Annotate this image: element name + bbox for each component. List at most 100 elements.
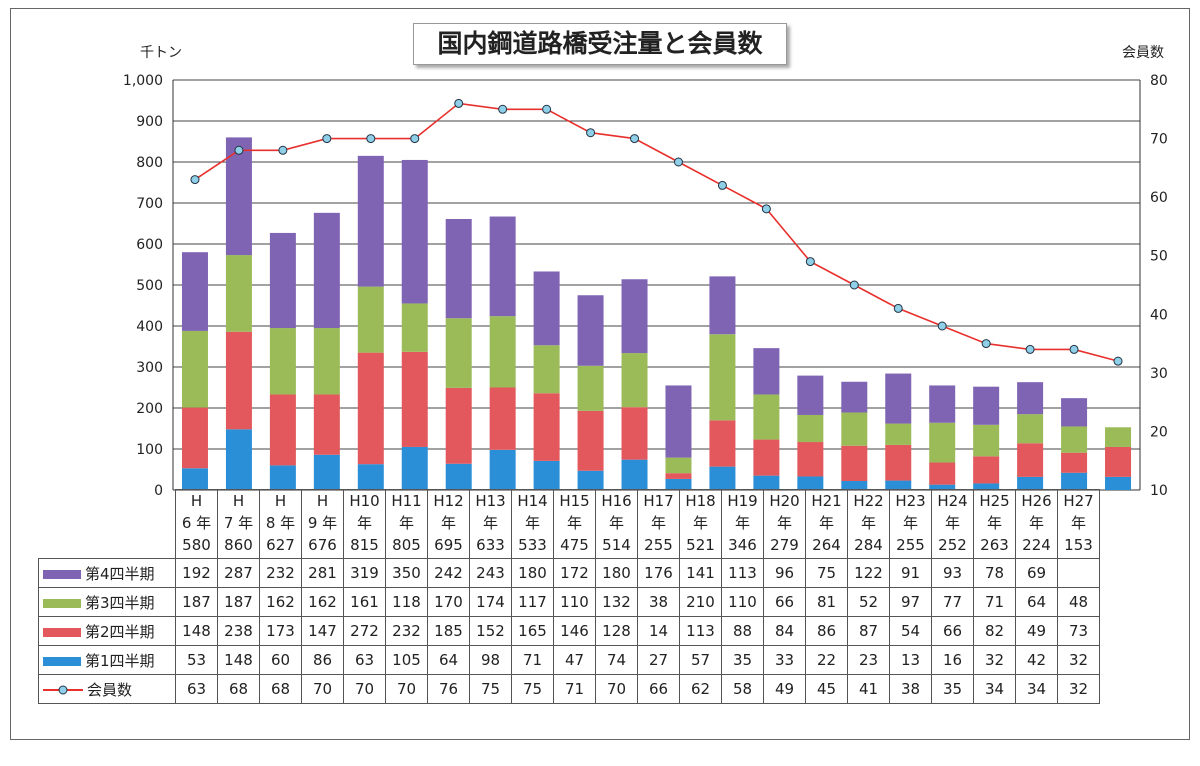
category-label: H17: [643, 492, 674, 510]
table-cell: 54: [889, 616, 932, 646]
bar-第2四半期: [401, 351, 428, 447]
category-label: 年: [650, 514, 666, 532]
table-cell: 73: [1057, 616, 1100, 646]
bar-第2四半期: [797, 442, 824, 477]
table-cell: 187: [217, 587, 260, 617]
bar-第2四半期: [269, 394, 296, 466]
table-cell: 16: [931, 645, 974, 675]
member-count-point: [190, 175, 200, 185]
legend-entry: 第1四半期: [38, 645, 176, 675]
bar-第1四半期: [709, 466, 736, 490]
bar-第1四半期: [665, 478, 692, 490]
category-total: 252: [938, 536, 967, 554]
table-cell: 71: [973, 587, 1016, 617]
legend-label: 第1四半期: [85, 651, 155, 670]
table-cell: 287: [217, 558, 260, 588]
legend-label: 第4四半期: [85, 564, 155, 583]
table-cell: [1057, 558, 1100, 588]
table-row: 第2四半期 148 238 173 147 272 232 185 152 165 146 128 14…: [38, 616, 1100, 646]
table-cell: 66: [931, 616, 974, 646]
bar-第3四半期: [225, 255, 252, 332]
table-cell: 53: [175, 645, 218, 675]
table-cell: 187: [175, 587, 218, 617]
bar-第4四半期: [753, 348, 780, 395]
category-label: H14: [517, 492, 548, 510]
category-label: 年: [440, 514, 456, 532]
table-cell: 110: [553, 587, 596, 617]
bar-第1四半期: [401, 446, 428, 490]
bar-第3四半期: [797, 414, 824, 443]
bar-第3四半期: [313, 328, 340, 395]
category-label: 年: [986, 514, 1002, 532]
table-cell: 68: [259, 674, 302, 704]
category-total: 815: [350, 536, 379, 554]
category-label: 年: [902, 514, 918, 532]
bar-第2四半期: [357, 352, 384, 465]
legend-label: 会員数: [87, 680, 133, 699]
table-cell: 75: [469, 674, 512, 704]
category-header: H12 年 695: [427, 489, 470, 559]
table-cell: 84: [763, 616, 806, 646]
table-cell: 272: [343, 616, 386, 646]
legend-swatch: [43, 569, 81, 579]
table-cell: 88: [721, 616, 764, 646]
bar-第3四半期: [621, 353, 648, 408]
table-cell: 162: [259, 587, 302, 617]
member-count-point: [278, 145, 288, 155]
category-label: 年: [1028, 514, 1044, 532]
category-label: 8 年: [265, 514, 296, 532]
bar-第4四半期: [225, 137, 252, 256]
table-cell: 162: [301, 587, 344, 617]
category-total: 346: [728, 536, 757, 554]
category-total: 279: [770, 536, 799, 554]
bar-第1四半期: [841, 480, 868, 490]
left-tick-label: 300: [136, 360, 163, 376]
category-total: 284: [854, 536, 883, 554]
table-cell: 74: [595, 645, 638, 675]
bar-第1四半期: [753, 475, 780, 490]
table-cell: 70: [343, 674, 386, 704]
right-tick-label: 10: [1150, 483, 1168, 499]
table-cell: 47: [553, 645, 596, 675]
bar-第1四半期: [929, 484, 956, 490]
table-cell: 35: [721, 645, 764, 675]
table-cell: 96: [763, 558, 806, 588]
bar-第1四半期: [313, 454, 340, 490]
category-label: 年: [944, 514, 960, 532]
category-label: H16: [601, 492, 632, 510]
member-count-point: [981, 339, 991, 349]
category-label: H18: [685, 492, 716, 510]
right-axis-unit: 会員数: [1122, 45, 1164, 61]
table-cell: 174: [469, 587, 512, 617]
table-cell: 42: [1015, 645, 1058, 675]
table-cell: 66: [763, 587, 806, 617]
bar-第3四半期: [1017, 414, 1044, 444]
bar-第4四半期: [665, 385, 692, 458]
member-count-point: [849, 280, 859, 290]
right-tick-label: 60: [1150, 190, 1168, 206]
table-header-row: H 6 年 580 H 7 年 860 H 8 年 627 H 9 年 676 H10 年 815 H11 年 8…: [38, 489, 1100, 559]
table-cell: 87: [847, 616, 890, 646]
category-total: 676: [308, 536, 337, 554]
table-cell: 57: [679, 645, 722, 675]
table-row: 会員数 63 68 68 70 70 70 76 75 75 71 70 66 62 58 49 45 41 38 3…: [38, 674, 1100, 704]
category-header: H14 年 533: [511, 489, 554, 559]
bar-第4四半期: [929, 385, 956, 423]
category-total: 633: [476, 536, 505, 554]
table-cell: 98: [469, 645, 512, 675]
chart-title: 国内鋼道路橋受注量と会員数: [413, 23, 787, 65]
bar-第2四半期: [841, 445, 868, 481]
table-cell: 176: [637, 558, 680, 588]
bar-第3四半期: [841, 412, 868, 446]
table-cell: 45: [805, 674, 848, 704]
bar-第1四半期: [797, 476, 824, 490]
table-cell: 91: [889, 558, 932, 588]
bar-第3四半期: [445, 318, 472, 388]
category-header: H 9 年 676: [301, 489, 344, 559]
left-tick-label: 1,000: [123, 73, 163, 89]
table-cell: 49: [1015, 616, 1058, 646]
table-cell: 238: [217, 616, 260, 646]
bar-第3四半期: [357, 286, 384, 353]
bar-第2四半期: [181, 407, 208, 469]
bar-第1四半期: [357, 464, 384, 490]
